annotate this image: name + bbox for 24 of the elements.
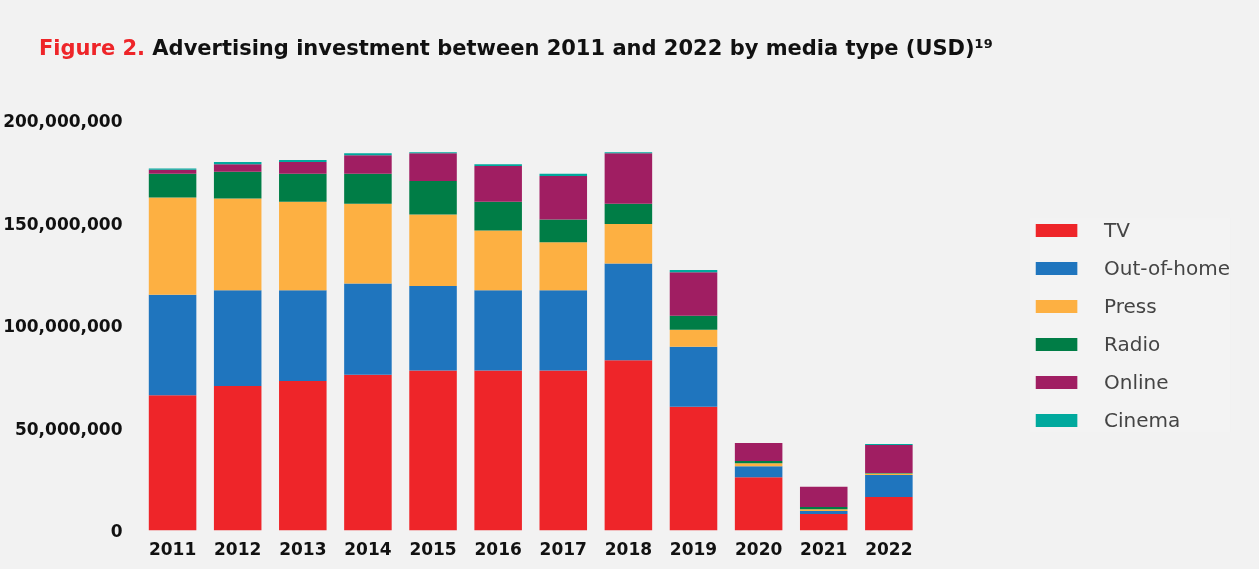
x-tick-label: 2021 (800, 538, 848, 559)
x-tick-label: 2020 (734, 538, 783, 559)
y-tick-label: 150,000,000 (3, 213, 123, 234)
x-tick-label: 2019 (669, 538, 718, 559)
x-tick-label: 2017 (539, 538, 587, 559)
y-tick-label: 100,000,000 (3, 316, 123, 336)
legend-label: Cinema (1104, 408, 1181, 432)
x-tick-label: 2012 (214, 538, 262, 559)
x-tick-label: 2022 (865, 538, 913, 559)
chart-title: Figure 2. Advertising investment between 2011 and 2022 by media type (USD)¹⁹ (39, 36, 994, 60)
legend-label: Out-of-home (1104, 256, 1230, 280)
x-tick-label: 2013 (279, 538, 327, 559)
y-tick-label: 50,000,000 (14, 418, 123, 439)
legend-label: TV (1104, 218, 1130, 242)
x-tick-label: 2016 (474, 538, 522, 559)
legend-label: Press (1104, 294, 1157, 318)
y-tick-label: 0 (110, 521, 123, 541)
legend-label: Online (1104, 370, 1169, 394)
x-tick-label: 2011 (148, 538, 197, 559)
x-tick-label: 2014 (344, 538, 392, 559)
y-tick-label: 200,000,000 (3, 111, 123, 131)
legend-label: Radio (1104, 332, 1161, 356)
x-tick-label: 2015 (409, 538, 457, 559)
x-tick-label: 2018 (604, 538, 653, 559)
